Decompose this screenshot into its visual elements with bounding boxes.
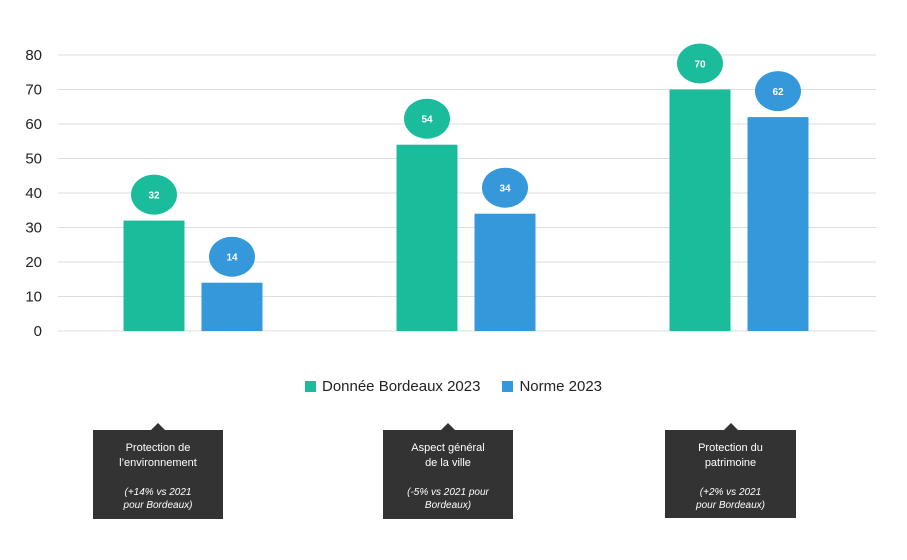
gridlines	[58, 54, 876, 332]
category-name-line1: Aspect général	[411, 442, 485, 454]
value-bubble	[677, 43, 723, 84]
data-label: 62	[772, 87, 784, 98]
category-note-line2: pour Bordeaux)	[123, 500, 193, 511]
y-tick-label: 20	[25, 254, 42, 271]
legend-item-norme[interactable]: Norme 2023	[502, 378, 602, 395]
category-note-line2: Bordeaux)	[424, 500, 472, 511]
legend-item-bordeaux[interactable]: Donnée Bordeaux 2023	[304, 378, 481, 395]
legend-label-norme: Norme 2023	[519, 378, 602, 395]
category-name-line2: patrimoine	[704, 457, 757, 469]
y-tick-label: 30	[25, 220, 42, 237]
value-bubble	[131, 174, 177, 215]
category-name-line1: Protection du	[698, 442, 763, 454]
category-note: (+14% vs 2021 pour Bordeaux)	[93, 486, 223, 512]
bar[interactable]	[396, 144, 458, 331]
y-tick-label: 60	[25, 116, 42, 133]
category-note: (-5% vs 2021 pour Bordeaux)	[383, 486, 513, 512]
bar[interactable]	[747, 117, 809, 331]
category-note-line1: (+2% vs 2021	[699, 487, 762, 498]
y-tick-label: 80	[25, 47, 42, 64]
category-note-line1: (-5% vs 2021 pour	[407, 487, 489, 498]
category-note-line1: (+14% vs 2021	[124, 487, 192, 498]
data-label: 54	[421, 115, 433, 126]
bar[interactable]	[669, 89, 731, 332]
legend: Donnée Bordeaux 2023 Norme 2023	[0, 378, 907, 395]
category-name-line1: Protection de	[125, 442, 191, 454]
category-box-patrimoine: Protection du patrimoine (+2% vs 2021 po…	[665, 423, 796, 518]
data-label: 32	[148, 191, 160, 202]
y-axis-ticks: 0 10 20 30 40 50 60 70 80	[25, 47, 42, 340]
bar[interactable]	[474, 213, 536, 331]
legend-swatch-bordeaux	[304, 381, 316, 392]
data-label: 14	[226, 253, 238, 264]
bars	[123, 89, 809, 332]
data-label: 34	[499, 184, 511, 195]
category-name-line2: de la ville	[425, 457, 471, 469]
value-bubble	[482, 167, 528, 208]
category-note-line2: pour Bordeaux)	[696, 500, 765, 511]
y-tick-label: 50	[25, 151, 42, 168]
value-bubble	[755, 71, 801, 112]
bar[interactable]	[123, 220, 185, 331]
category-name-line2: l’environnement	[119, 457, 197, 469]
y-tick-label: 70	[25, 82, 42, 99]
legend-swatch-norme	[502, 381, 514, 392]
y-tick-label: 40	[25, 185, 42, 202]
category-box-environnement: Protection de l’environnement (+14% vs 2…	[93, 423, 223, 519]
bar-chart: 0 10 20 30 40 50 60 70 80 32 54 70 14 34 62	[25, 43, 876, 340]
y-tick-label: 0	[34, 323, 42, 340]
data-label: 70	[694, 60, 706, 71]
legend-label-bordeaux: Donnée Bordeaux 2023	[321, 378, 481, 395]
category-box-aspect: Aspect général de la ville (-5% vs 2021 …	[383, 423, 513, 519]
category-note: (+2% vs 2021 pour Bordeaux)	[665, 486, 796, 512]
value-bubbles: 32 54 70 14 34 62	[131, 43, 801, 277]
y-tick-label: 10	[25, 289, 42, 306]
bar[interactable]	[201, 282, 263, 331]
value-bubble	[404, 98, 450, 139]
value-bubble	[209, 236, 255, 277]
